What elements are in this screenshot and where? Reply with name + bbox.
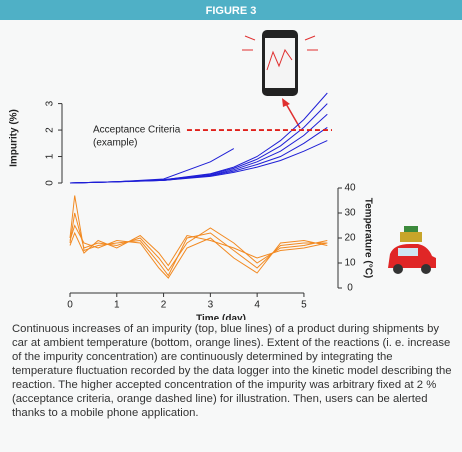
data-line (69, 140, 328, 184)
phone-icon (242, 30, 318, 129)
data-line (69, 224, 328, 279)
x-tick-label: 4 (254, 300, 260, 311)
x-tick-label: 0 (67, 300, 73, 311)
x-tick-label: 3 (208, 300, 214, 311)
car-icon (388, 226, 436, 274)
data-line (69, 231, 328, 267)
y-tick-label: 0 (45, 180, 56, 186)
y-tick-label: 1 (45, 153, 56, 159)
caption: Continuous increases of an impurity (top… (12, 323, 452, 419)
x-tick-label: 2 (161, 300, 167, 311)
y-tick-label: 10 (344, 258, 356, 269)
header-bar (0, 0, 462, 20)
y-tick-label: 0 (347, 283, 353, 294)
y-tick-label: 2 (45, 127, 56, 133)
x-tick-label: 5 (301, 300, 307, 311)
y-tick-label: 3 (45, 100, 56, 106)
y-axis-label: Temperature (°C) (362, 198, 373, 279)
data-line (69, 148, 235, 184)
chart: FIGURE 3 0 1 2 3 Impurity (%) Acceptance Crit… (0, 0, 462, 320)
annotation: (example) (93, 138, 137, 149)
x-axis-label: Time (day) (196, 314, 246, 320)
figure-label: FIGURE 3 (206, 5, 257, 17)
y-axis-label: Impurity (%) (9, 109, 20, 167)
y-tick-label: 30 (344, 208, 356, 219)
y-tick-label: 20 (344, 233, 356, 244)
data-line (69, 126, 328, 184)
x-tick-label: 1 (114, 300, 120, 311)
annotation: Acceptance Criteria (93, 125, 181, 136)
y-tick-label: 40 (344, 183, 356, 194)
